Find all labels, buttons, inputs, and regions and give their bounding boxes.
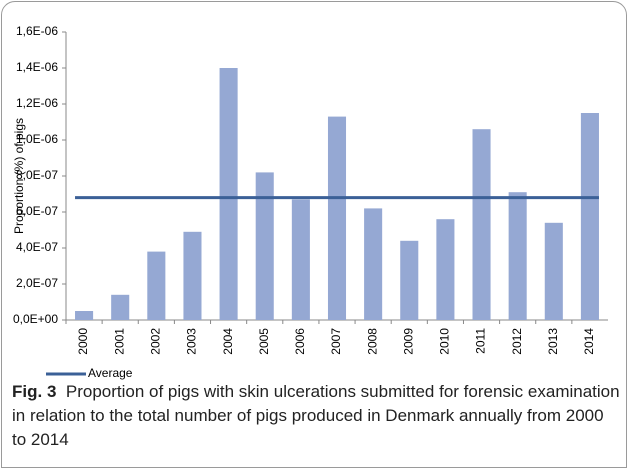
bar xyxy=(400,240,419,320)
y-axis-label: Proportion (%) of pigs xyxy=(12,118,26,234)
x-tick-label: 2000 xyxy=(76,328,90,355)
y-tick-label: 0,0E+00 xyxy=(13,312,58,326)
x-tick-label: 2012 xyxy=(510,328,524,355)
x-tick-label: 2003 xyxy=(185,328,199,355)
caption: Fig. 3 Proportion of pigs with skin ulce… xyxy=(12,380,622,452)
y-tick-label: 1,6E-06 xyxy=(16,24,58,38)
bar xyxy=(147,251,166,320)
y-tick-label: 1,4E-06 xyxy=(16,60,58,74)
x-tick-label: 2002 xyxy=(149,328,163,355)
x-tick-label: 2010 xyxy=(438,328,452,355)
bar xyxy=(255,172,274,320)
y-tick-label: 4,0E-07 xyxy=(16,240,58,254)
y-tick-label: 2,0E-07 xyxy=(16,276,58,290)
bar xyxy=(111,294,130,320)
y-tick-label: 8,0E-07 xyxy=(16,168,58,182)
x-tick-label: 2011 xyxy=(474,328,488,354)
y-tick-label: 1,2E-06 xyxy=(16,96,58,110)
y-tick-label: 1,0E-06 xyxy=(16,132,58,146)
caption-text: Proportion of pigs with skin ulcerations… xyxy=(12,382,620,449)
y-tick-label: 6,0E-07 xyxy=(16,204,58,218)
bar xyxy=(364,208,383,320)
x-tick-label: 2009 xyxy=(401,328,415,355)
bar xyxy=(219,68,238,320)
x-tick-label: 2005 xyxy=(257,328,271,355)
bar xyxy=(544,222,563,320)
bar xyxy=(436,219,455,320)
x-tick-label: 2001 xyxy=(112,328,126,355)
legend-label: Average xyxy=(88,366,133,380)
chart: Proportion (%) of pigs 0,0E+00 2,0E-07 4,0… xyxy=(12,24,608,380)
bar xyxy=(580,113,599,320)
x-tick-label: 2008 xyxy=(365,328,379,355)
x-tick-label: 2014 xyxy=(582,328,596,355)
x-tick-label: 2006 xyxy=(293,328,307,355)
bar xyxy=(183,231,202,320)
bar xyxy=(472,129,491,320)
x-tick-label: 2007 xyxy=(329,328,343,355)
bar xyxy=(75,311,94,320)
bar xyxy=(508,192,527,320)
x-tick-label: 2004 xyxy=(221,328,235,355)
x-tick-label: 2013 xyxy=(546,328,560,355)
caption-label: Fig. 3 xyxy=(12,382,57,401)
bar xyxy=(327,116,347,320)
bar xyxy=(291,199,310,320)
